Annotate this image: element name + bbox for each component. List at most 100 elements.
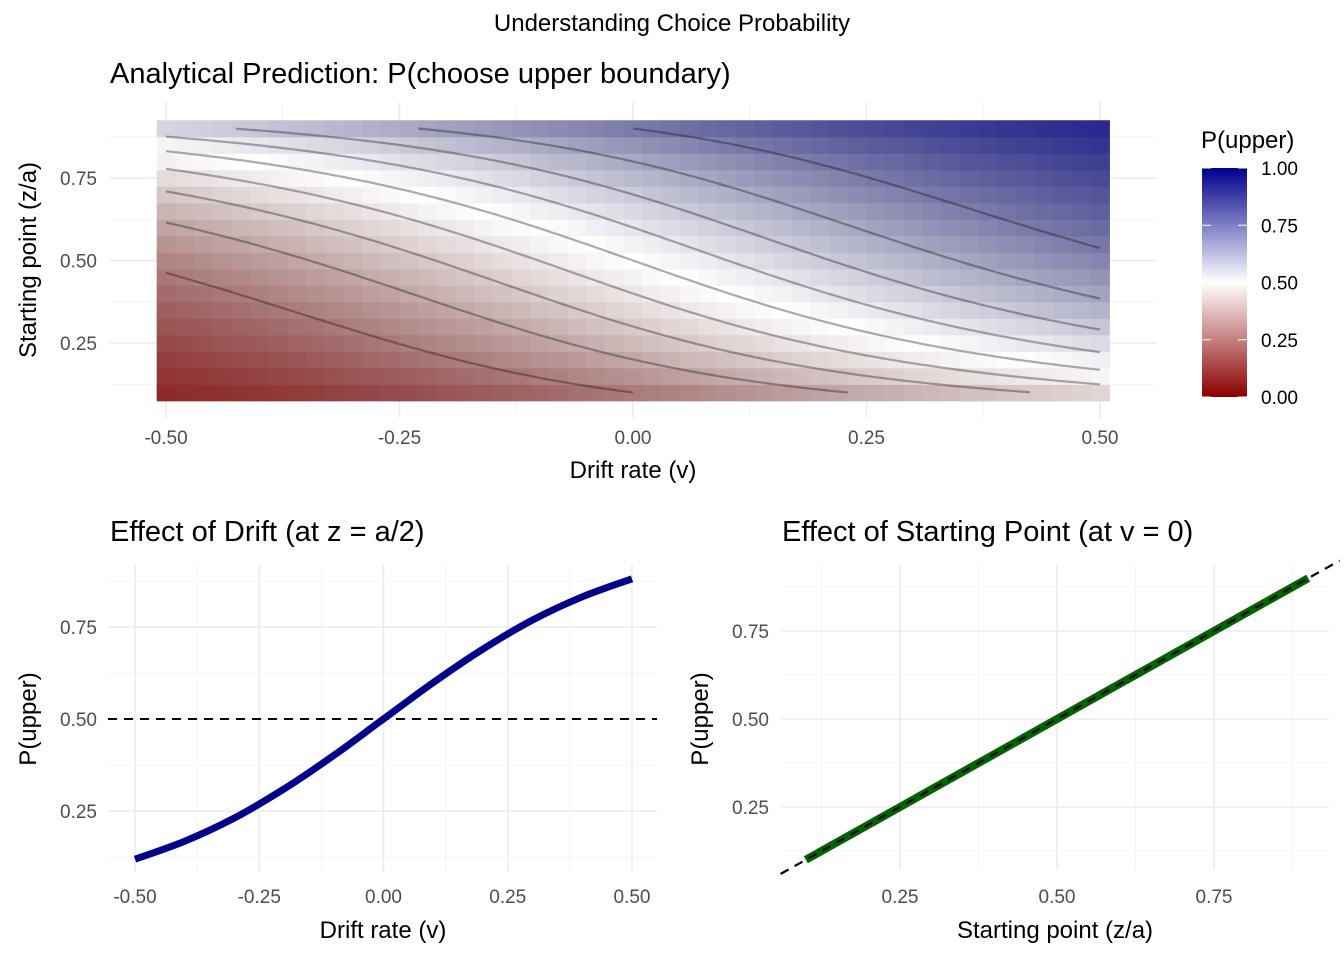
heatmap-tile: [717, 318, 737, 336]
heatmap-tile: [847, 235, 868, 253]
heatmap-tile: [679, 334, 699, 352]
heatmap-tile: [343, 153, 363, 171]
heatmap-tile: [548, 334, 569, 352]
heatmap-tile: [941, 219, 961, 237]
heatmap-tile: [436, 136, 457, 154]
heatmap-tile: [903, 268, 924, 286]
heatmap-tile: [1071, 153, 1092, 171]
heatmap-tile: [586, 136, 606, 154]
heatmap-tile: [661, 334, 681, 352]
heatmap-tile: [530, 136, 550, 154]
heatmap-tile: [1015, 136, 1036, 154]
heatmap-tile: [903, 153, 924, 171]
heatmap-tile: [978, 301, 998, 319]
drift-gridlines: [108, 565, 657, 872]
heatmap-tile: [941, 202, 961, 220]
heatmap-tile: [175, 120, 195, 138]
heatmap-tile: [511, 351, 531, 369]
heatmap-tile: [287, 169, 307, 187]
heatmap-tile: [399, 252, 419, 270]
heatmap-tile: [530, 384, 550, 402]
heatmap-tile: [959, 136, 980, 154]
heatmap-tile: [287, 268, 307, 286]
heatmap-tile: [1053, 285, 1073, 303]
heatmap-tile: [231, 219, 251, 237]
heatmap-tile: [343, 318, 363, 336]
heatmap-tile: [1071, 384, 1092, 402]
heatmap-tile: [885, 318, 905, 336]
heatmap-tile: [978, 235, 998, 253]
heatmap-tile: [567, 186, 587, 204]
heatmap-tile: [548, 136, 569, 154]
heatmap-tile: [1090, 169, 1110, 187]
heatmap-tile: [604, 202, 625, 220]
drift-x-tick-labels: -0.50 -0.25 0.00 0.25 0.50: [113, 887, 650, 908]
heatmap-tile: [773, 202, 793, 220]
heatmap-tile: [773, 235, 793, 253]
heatmap-tile: [829, 285, 849, 303]
heatmap-tile: [1071, 301, 1092, 319]
heatmap-tile: [847, 351, 868, 369]
colorbar-tick-label: 0.25: [1261, 331, 1298, 352]
heatmap-tile: [511, 285, 531, 303]
heatmap-tile: [287, 384, 307, 402]
heatmap-tile: [287, 351, 307, 369]
heatmap-tile: [735, 186, 756, 204]
heatmap-tile: [175, 235, 195, 253]
y-tick-label: 0.25: [60, 334, 97, 355]
heatmap-tile: [922, 285, 942, 303]
heatmap-tile: [324, 202, 345, 220]
heatmap-tile: [773, 367, 793, 385]
heatmap-tile: [399, 186, 419, 204]
heatmap-tile: [586, 334, 606, 352]
heatmap-tile: [212, 153, 232, 171]
heatmap-tile: [959, 318, 980, 336]
heatmap-tile: [362, 219, 382, 237]
heatmap-tile: [810, 367, 830, 385]
heatmap-tile: [1071, 252, 1092, 270]
heatmap-tile: [679, 235, 699, 253]
heatmap-tile: [231, 235, 251, 253]
heatmap-tile: [829, 169, 849, 187]
heatmap-tile: [978, 186, 998, 204]
heatmap-tile: [194, 235, 214, 253]
heatmap-tile: [567, 153, 587, 171]
heatmap-tile: [679, 120, 699, 138]
heatmap-tile: [997, 235, 1017, 253]
heatmap-tile: [287, 120, 307, 138]
heatmap-tile: [455, 318, 475, 336]
starting-point-y-axis-label: P(upper): [687, 672, 714, 765]
heatmap-tile: [866, 153, 886, 171]
heatmap-tile: [548, 202, 569, 220]
heatmap-tile: [847, 136, 868, 154]
heatmap-tile: [1053, 334, 1073, 352]
contour-line-0.5: [165, 150, 1101, 371]
heatmap-tile: [642, 301, 662, 319]
heatmap-tile: [810, 169, 830, 187]
heatmap-tile: [661, 285, 681, 303]
heatmap-tile: [418, 334, 438, 352]
heatmap-tile: [362, 384, 382, 402]
heatmap-tile: [492, 334, 513, 352]
heatmap-tile: [941, 153, 961, 171]
heatmap-tile: [903, 334, 924, 352]
heatmap-tile: [175, 301, 195, 319]
heatmap-tile: [791, 153, 812, 171]
heatmap-tile: [717, 334, 737, 352]
heatmap-tile: [1034, 384, 1054, 402]
heatmap-tile: [604, 318, 625, 336]
heatmap-tile: [231, 202, 251, 220]
heatmap-tile: [418, 120, 438, 138]
heatmap-tile: [1053, 384, 1073, 402]
heatmap-tile: [791, 351, 812, 369]
heatmap-tile: [511, 334, 531, 352]
heatmap-tile: [903, 136, 924, 154]
heatmap-tile: [343, 384, 363, 402]
heatmap-tile: [773, 169, 793, 187]
x-tick-label: 0.25: [882, 887, 919, 908]
heatmap-tile: [604, 384, 625, 402]
heatmap-tile: [399, 169, 419, 187]
heatmap-tile: [735, 268, 756, 286]
heatmap-tile: [642, 334, 662, 352]
heatmap-tile: [623, 384, 643, 402]
